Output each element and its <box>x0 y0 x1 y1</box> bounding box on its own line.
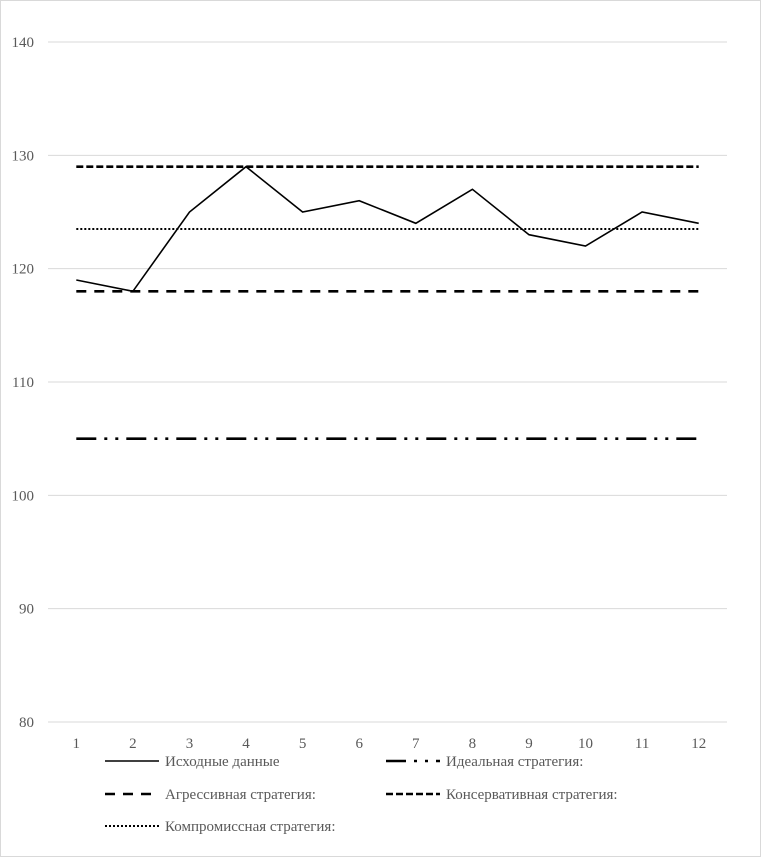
x-tick-label: 1 <box>73 736 81 752</box>
legend-label-1: Идеальная стратегия: <box>446 754 583 770</box>
x-tick-label: 8 <box>469 736 477 752</box>
y-axis-ticks: 80 90 100 110 120 130 140 <box>12 35 35 731</box>
x-axis-ticks: 1 2 3 4 5 6 7 8 9 10 11 12 <box>73 736 707 752</box>
x-tick-label: 5 <box>299 736 307 752</box>
x-tick-label: 2 <box>129 736 137 752</box>
x-tick-label: 10 <box>578 736 593 752</box>
y-tick-label: 80 <box>19 715 34 731</box>
y-tick-label: 110 <box>12 375 34 391</box>
x-tick-label: 12 <box>691 736 706 752</box>
series-line-0 <box>76 165 699 293</box>
y-tick-label: 100 <box>12 488 35 504</box>
y-tick-label: 120 <box>12 262 35 278</box>
gridlines <box>48 41 727 723</box>
legend-label-2: Агрессивная стратегия: <box>165 787 316 803</box>
x-tick-label: 7 <box>412 736 420 752</box>
y-tick-label: 90 <box>19 602 34 618</box>
series-lines <box>76 165 699 441</box>
x-tick-label: 3 <box>186 736 194 752</box>
legend-label-0: Исходные данные <box>165 754 280 770</box>
legend: Исходные данные Идеальная стратегия: Агрес… <box>105 754 618 835</box>
legend-label-4: Компромиссная стратегия: <box>165 819 336 835</box>
y-tick-label: 130 <box>12 148 35 164</box>
legend-label-3: Консервативная стратегия: <box>446 787 618 803</box>
x-tick-label: 11 <box>635 736 649 752</box>
y-tick-label: 140 <box>12 35 35 51</box>
x-tick-label: 6 <box>355 736 363 752</box>
x-tick-label: 9 <box>525 736 533 752</box>
x-tick-label: 4 <box>242 736 250 752</box>
